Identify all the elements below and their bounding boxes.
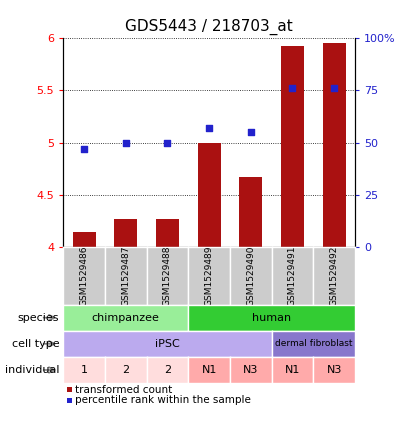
Bar xyxy=(156,219,179,247)
Point xyxy=(248,129,254,136)
Text: GSM1529492: GSM1529492 xyxy=(330,246,339,306)
Text: cell type: cell type xyxy=(11,339,59,349)
Bar xyxy=(197,143,221,247)
Bar xyxy=(281,47,304,247)
Text: individual: individual xyxy=(4,365,59,375)
Text: GSM1529486: GSM1529486 xyxy=(80,246,89,306)
Point xyxy=(206,125,212,132)
Text: percentile rank within the sample: percentile rank within the sample xyxy=(75,396,251,405)
Point xyxy=(289,85,296,92)
Bar xyxy=(73,232,95,247)
Text: GSM1529490: GSM1529490 xyxy=(246,246,255,306)
Text: human: human xyxy=(252,313,291,323)
Text: N3: N3 xyxy=(326,365,342,375)
Text: N1: N1 xyxy=(285,365,300,375)
Text: transformed count: transformed count xyxy=(75,385,173,395)
Text: N3: N3 xyxy=(243,365,258,375)
Text: 1: 1 xyxy=(80,365,88,375)
Text: GSM1529489: GSM1529489 xyxy=(204,246,214,306)
Text: dermal fibroblast: dermal fibroblast xyxy=(275,339,352,348)
Title: GDS5443 / 218703_at: GDS5443 / 218703_at xyxy=(125,19,293,36)
Point xyxy=(331,85,337,92)
Text: GSM1529487: GSM1529487 xyxy=(121,246,130,306)
Point xyxy=(81,146,87,152)
Bar xyxy=(114,219,137,247)
Text: GSM1529491: GSM1529491 xyxy=(288,246,297,306)
Text: chimpanzee: chimpanzee xyxy=(92,313,160,323)
Text: 2: 2 xyxy=(164,365,171,375)
Text: iPSC: iPSC xyxy=(155,339,180,349)
Text: species: species xyxy=(18,313,59,323)
Point xyxy=(122,140,129,146)
Point xyxy=(164,140,171,146)
Bar xyxy=(323,43,346,247)
Bar xyxy=(239,177,262,247)
Text: GSM1529488: GSM1529488 xyxy=(163,246,172,306)
Text: N1: N1 xyxy=(202,365,217,375)
Text: 2: 2 xyxy=(122,365,129,375)
